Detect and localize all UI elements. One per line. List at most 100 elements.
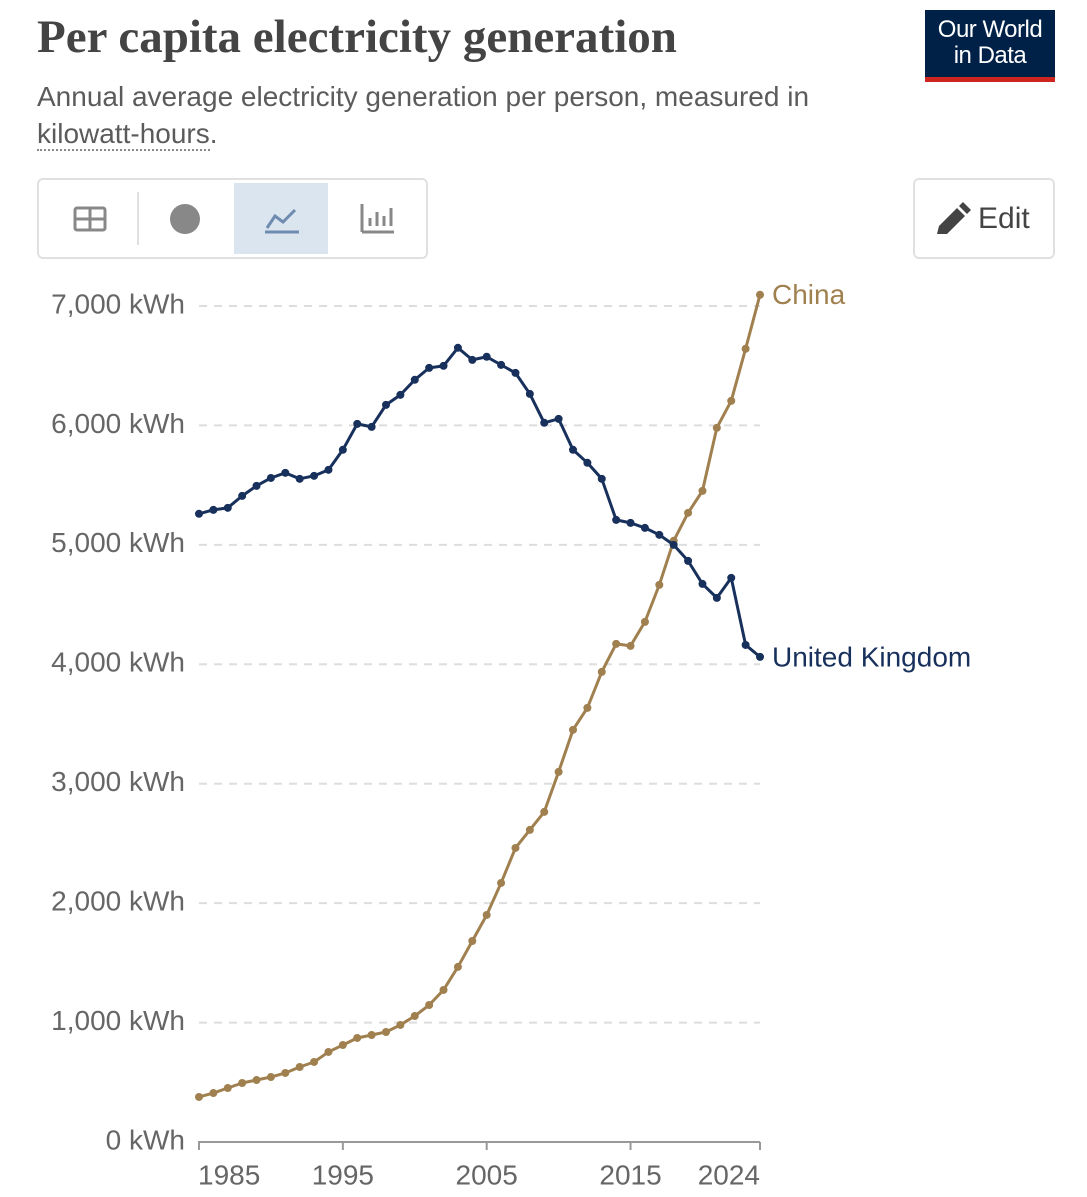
toolbar-icons [73, 183, 394, 254]
data-point [266, 473, 275, 482]
data-point [281, 468, 290, 477]
data-point [497, 878, 506, 887]
y-tick-label: 3,000 kWh [51, 766, 185, 797]
data-point [439, 985, 448, 994]
data-point [554, 767, 563, 776]
series-label: United Kingdom [772, 641, 971, 672]
data-point [324, 465, 333, 474]
logo-line: Our World [937, 16, 1043, 43]
data-point [382, 1028, 390, 1037]
data-point [525, 389, 534, 398]
data-point [367, 422, 376, 431]
data-point [396, 1020, 405, 1029]
subtitle-link[interactable]: kilowatt-hours [37, 118, 210, 151]
data-point [569, 725, 577, 734]
data-point [540, 807, 549, 816]
data-point [727, 396, 736, 405]
data-point [310, 1057, 319, 1066]
data-point [756, 652, 764, 661]
data-point [612, 515, 621, 524]
edit-label: Edit [978, 202, 1030, 235]
data-point [353, 419, 362, 428]
data-point [310, 471, 319, 480]
data-point [655, 530, 664, 539]
chart-title: Per capita electricity generation [37, 11, 677, 63]
series-label: China [772, 279, 846, 310]
x-tick-label: 1985 [198, 1159, 260, 1190]
data-point [655, 580, 664, 589]
data-point [741, 344, 750, 353]
data-point [238, 491, 247, 500]
data-point [410, 1012, 419, 1021]
data-point [684, 556, 693, 565]
data-point [698, 579, 707, 588]
data-point [727, 573, 736, 582]
x-tick-label: 1995 [312, 1159, 374, 1190]
data-point [640, 617, 649, 626]
data-point [425, 363, 434, 372]
data-point [468, 355, 477, 364]
data-point [712, 423, 721, 432]
line-tab[interactable] [265, 208, 297, 229]
map-tab[interactable] [170, 204, 200, 234]
data-point [425, 1001, 434, 1010]
data-point [684, 508, 693, 517]
y-tick-label: 5,000 kWh [51, 527, 185, 558]
table-tab[interactable] [73, 206, 107, 232]
data-point [252, 481, 261, 490]
data-point [669, 540, 678, 549]
data-point [295, 474, 304, 483]
data-point [439, 361, 448, 370]
bar-tab[interactable] [360, 204, 394, 234]
data-point [468, 937, 477, 946]
x-tick-label: 2015 [599, 1159, 661, 1190]
y-tick-label: 0 kWh [106, 1124, 185, 1155]
chart-subtitle: Annual average electricity generation pe… [37, 78, 867, 152]
selected-tab[interactable] [234, 183, 328, 254]
data-point [295, 1062, 304, 1071]
data-point [338, 445, 347, 454]
data-point [252, 1076, 261, 1085]
data-point [497, 360, 506, 369]
logo-line: in Data [953, 42, 1027, 69]
data-point [266, 1073, 275, 1082]
series-line [198, 294, 762, 1099]
data-point [195, 509, 203, 518]
data-point [626, 641, 635, 650]
data-point [367, 1030, 376, 1039]
logo[interactable]: Our World in Data [925, 10, 1055, 82]
data-point [511, 368, 520, 377]
data-point [640, 523, 649, 532]
data-point [223, 503, 232, 512]
data-point [223, 1084, 232, 1093]
data-point [626, 518, 635, 527]
subtitle-end: . [209, 118, 218, 149]
data-point [209, 1089, 218, 1098]
x-tick-label: 2005 [456, 1159, 518, 1190]
data-point [195, 1092, 203, 1101]
edit-button[interactable]: Edit [913, 178, 1055, 259]
data-point [669, 536, 678, 545]
data-point [453, 962, 462, 971]
data-point [698, 486, 707, 495]
toolbar [37, 178, 428, 259]
data-point [569, 445, 577, 454]
data-point [482, 352, 491, 361]
data-point [712, 593, 721, 602]
data-point [511, 843, 520, 852]
data-point [410, 375, 419, 384]
data-point [525, 825, 534, 834]
y-tick-label: 6,000 kWh [51, 408, 185, 439]
subtitle-text: Annual average electricity generation pe… [37, 81, 810, 112]
data-point [453, 343, 462, 352]
data-point [612, 639, 621, 648]
data-point [482, 910, 491, 919]
data-point [324, 1047, 333, 1056]
data-point [756, 290, 764, 299]
data-point [597, 667, 606, 676]
data-point [396, 390, 405, 399]
edit-icon [937, 202, 971, 234]
data-point [209, 505, 218, 514]
y-tick-label: 2,000 kWh [51, 886, 185, 917]
